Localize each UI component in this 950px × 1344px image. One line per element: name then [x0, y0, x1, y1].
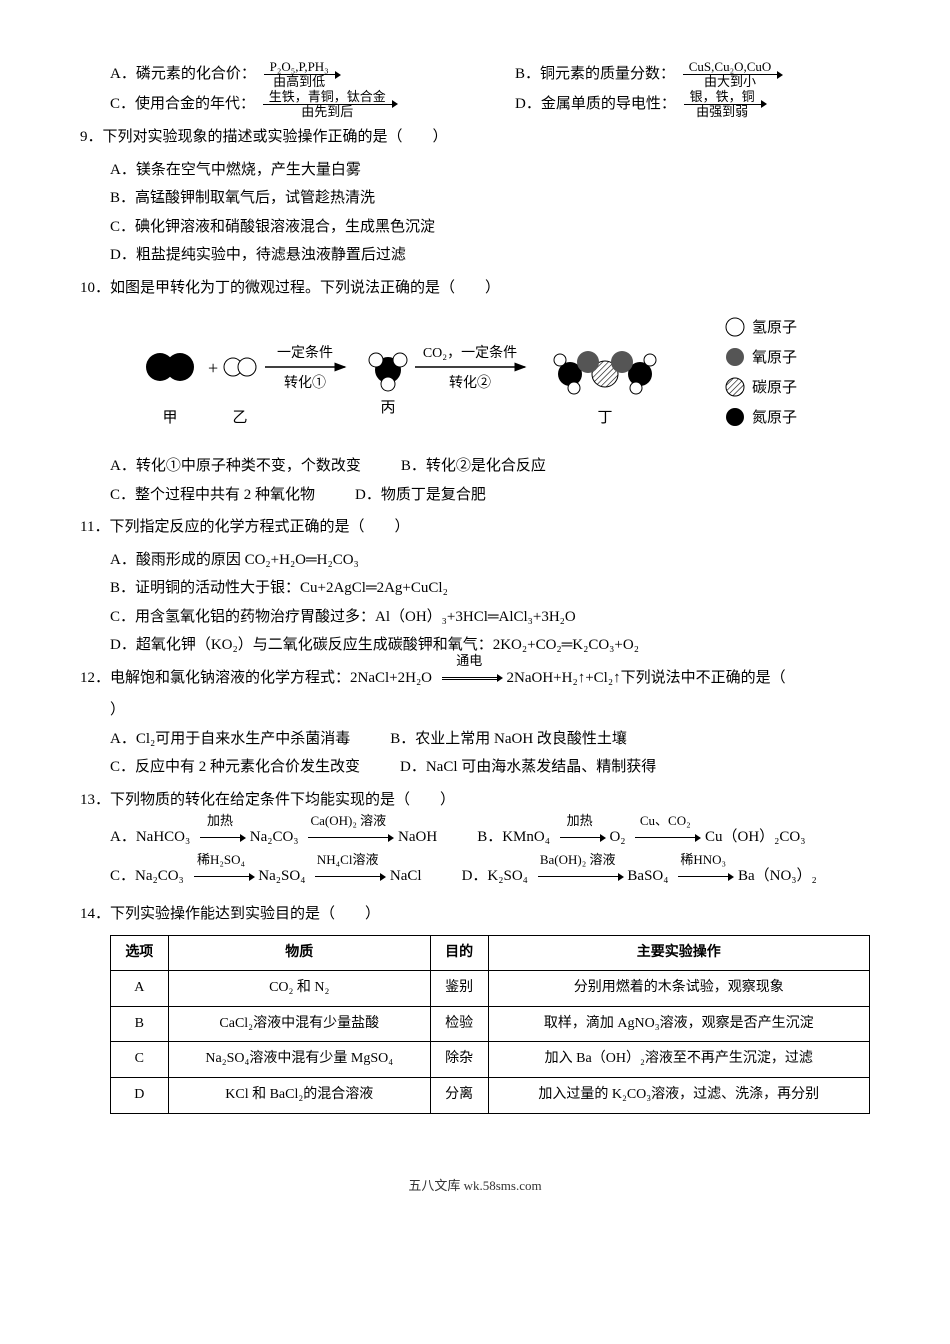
q9-stem: 9．下列对实验现象的描述或实验操作正确的是（ ） [80, 123, 870, 152]
q12-stem-a: 12．电解饱和氯化钠溶液的化学方程式：2NaCl+2H₂O [80, 670, 432, 686]
th-1: 物质 [168, 935, 430, 971]
q10-A: A．转化①中原子种类不变，个数改变 [110, 452, 361, 481]
table-row: BCaCl₂溶液中混有少量盐酸检验取样，滴加 AgNO₃溶液，观察是否产生沉淀 [111, 1006, 870, 1042]
q12-D: D．NaCl 可由海水蒸发结晶、精制获得 [400, 753, 656, 782]
q10-stem: 10．如图是甲转化为丁的微观过程。下列说法正确的是（ ） [80, 274, 870, 303]
svg-text:丁: 丁 [597, 410, 612, 426]
table-cell: 分别用燃着的木条试验，观察现象 [488, 971, 870, 1007]
table-cell: 检验 [430, 1006, 488, 1042]
table-cell: B [111, 1006, 169, 1042]
q12-A: A．Cl₂可用于自来水生产中杀菌消毒 [110, 725, 350, 754]
table-header-row: 选项 物质 目的 主要实验操作 [111, 935, 870, 971]
q14-stem: 14．下列实验操作能达到实验目的是（ ） [80, 900, 870, 929]
q10-B: B．转化②是化合反应 [401, 452, 546, 481]
q8-C-arrow: 生铁，青铜，钛合金 由先到后 [263, 90, 392, 120]
th-3: 主要实验操作 [488, 935, 870, 971]
q8-A-label: A．磷元素的化合价： [110, 66, 256, 82]
q11-C: C．用含氢氧化铝的药物治疗胃酸过多：Al（OH）₃+3HCl═AlCl₃+3H₂… [110, 603, 870, 632]
q11-opts: A．酸雨形成的原因 CO₂+H₂O═H₂CO₃ B．证明铜的活动性大于银：Cu+… [80, 546, 870, 660]
q12-stem-b: 2NaOH+H₂↑+Cl₂↑下列说法中不正确的是（ [507, 670, 786, 686]
q13-D: D．K₂SO₄ Ba(OH)₂ 溶液 BaSO₄ 稀HNO₃ Ba（NO₃）₂ [462, 857, 817, 896]
q9-C: C．碘化钾溶液和硝酸银溶液混合，生成黑色沉淀 [110, 213, 870, 242]
table-cell: 加入 Ba（OH）₂溶液至不再产生沉淀，过滤 [488, 1042, 870, 1078]
table-cell: 鉴别 [430, 971, 488, 1007]
q12-stem: 12．电解饱和氯化钠溶液的化学方程式：2NaCl+2H₂O 通电 2NaOH+H… [80, 664, 870, 693]
q14-table: 选项 物质 目的 主要实验操作 ACO₂ 和 N₂鉴别分别用燃着的木条试验，观察… [110, 935, 870, 1114]
q13-opts: A．NaHCO₃ 加热 Na₂CO₃ Ca(OH)₂ 溶液 NaOH B．KMn… [80, 818, 870, 896]
q8-A: A．磷元素的化合价： P₂O₅,P,PH₃ 由高到低 [110, 60, 465, 90]
q8-C-label: C．使用合金的年代： [110, 96, 255, 112]
q12-B: B．农业上常用 NaOH 改良酸性土壤 [390, 725, 627, 754]
q9-opts: A．镁条在空气中燃烧，产生大量白雾 B．高锰酸钾制取氧气后，试管趁热清洗 C．碘… [80, 156, 870, 270]
svg-text:转化①: 转化① [284, 375, 326, 391]
q10-opts: A．转化①中原子种类不变，个数改变 B．转化②是化合反应 C．整个过程中共有 2… [80, 452, 870, 509]
table-cell: CaCl₂溶液中混有少量盐酸 [168, 1006, 430, 1042]
q10-C: C．整个过程中共有 2 种氧化物 [110, 481, 315, 510]
svg-text:氢原子: 氢原子 [752, 319, 797, 336]
q8-row2: C．使用合金的年代： 生铁，青铜，钛合金 由先到后 D．金属单质的导电性： 银，… [80, 90, 870, 120]
table-cell: D [111, 1078, 169, 1114]
q9-D: D．粗盐提纯实验中，待滤悬浊液静置后过滤 [110, 241, 870, 270]
q11-A: A．酸雨形成的原因 CO₂+H₂O═H₂CO₃ [110, 546, 870, 575]
th-0: 选项 [111, 935, 169, 971]
table-cell: C [111, 1042, 169, 1078]
q9-B: B．高锰酸钾制取氧气后，试管趁热清洗 [110, 184, 870, 213]
q8-B-arrow: CuS,Cu₂O,CuO 由大到小 [683, 60, 778, 90]
table-cell: A [111, 971, 169, 1007]
q10-D: D．物质丁是复合肥 [355, 481, 486, 510]
q12-close: ） [80, 696, 870, 725]
q8-A-arrow: P₂O₅,P,PH₃ 由高到低 [264, 60, 335, 90]
q8-D: D．金属单质的导电性： 银，铁，铜 由强到弱 [515, 90, 870, 120]
table-cell: 分离 [430, 1078, 488, 1114]
svg-text:乙: 乙 [232, 410, 247, 426]
q8-D-arrow: 银，铁，铜 由强到弱 [684, 90, 761, 120]
q8-row1: A．磷元素的化合价： P₂O₅,P,PH₃ 由高到低 B．铜元素的质量分数： C… [80, 60, 870, 90]
svg-text:转化②: 转化② [449, 375, 491, 391]
q13-C: C．Na₂CO₃ 稀H₂SO₄ Na₂SO₄ NH₄Cl溶液 NaCl [110, 857, 422, 896]
q9-A: A．镁条在空气中燃烧，产生大量白雾 [110, 156, 870, 185]
table-cell: Na₂SO₄溶液中混有少量 MgSO₄ [168, 1042, 430, 1078]
q13-A: A．NaHCO₃ 加热 Na₂CO₃ Ca(OH)₂ 溶液 NaOH [110, 818, 437, 857]
svg-text:一定条件: 一定条件 [277, 344, 333, 361]
svg-text:氧原子: 氧原子 [752, 349, 797, 366]
q8-C: C．使用合金的年代： 生铁，青铜，钛合金 由先到后 [110, 90, 465, 120]
q10-diagram: 甲 + 乙 一定条件 转化① 丙 CO₂，一定条件 转化② 丁 氢原子 氧原子 … [120, 312, 870, 442]
table-cell: 加入过量的 K₂CO₃溶液，过滤、洗涤，再分别 [488, 1078, 870, 1114]
q13-B: B．KMnO₄ 加热 O₂ Cu、CO₂ Cu（OH）₂CO₃ [477, 818, 805, 857]
svg-text:碳原子: 碳原子 [752, 379, 797, 396]
svg-text:甲: 甲 [162, 410, 177, 426]
table-cell: 除杂 [430, 1042, 488, 1078]
table-cell: KCl 和 BaCl₂的混合溶液 [168, 1078, 430, 1114]
table-row: ACO₂ 和 N₂鉴别分别用燃着的木条试验，观察现象 [111, 971, 870, 1007]
page-footer: 五八文库 wk.58sms.com [80, 1174, 870, 1199]
svg-text:丙: 丙 [380, 400, 395, 416]
q12-opts: A．Cl₂可用于自来水生产中杀菌消毒 B．农业上常用 NaOH 改良酸性土壤 C… [80, 725, 870, 782]
th-2: 目的 [430, 935, 488, 971]
q8-B-label: B．铜元素的质量分数： [515, 66, 675, 82]
q11-B: B．证明铜的活动性大于银：Cu+2AgCl═2Ag+CuCl₂ [110, 574, 870, 603]
svg-text:氮原子: 氮原子 [752, 409, 797, 426]
q12-C: C．反应中有 2 种元素化合价发生改变 [110, 753, 360, 782]
svg-text:CO₂，一定条件: CO₂，一定条件 [423, 344, 517, 361]
table-row: DKCl 和 BaCl₂的混合溶液分离加入过量的 K₂CO₃溶液，过滤、洗涤，再… [111, 1078, 870, 1114]
svg-text:+: + [208, 358, 218, 378]
q8-D-label: D．金属单质的导电性： [515, 96, 676, 112]
table-cell: 取样，滴加 AgNO₃溶液，观察是否产生沉淀 [488, 1006, 870, 1042]
q11-stem: 11．下列指定反应的化学方程式正确的是（ ） [80, 513, 870, 542]
q8-B: B．铜元素的质量分数： CuS,Cu₂O,CuO 由大到小 [515, 60, 870, 90]
table-cell: CO₂ 和 N₂ [168, 971, 430, 1007]
table-row: CNa₂SO₄溶液中混有少量 MgSO₄除杂加入 Ba（OH）₂溶液至不再产生沉… [111, 1042, 870, 1078]
q12-cond-arrow: 通电 [438, 664, 501, 693]
